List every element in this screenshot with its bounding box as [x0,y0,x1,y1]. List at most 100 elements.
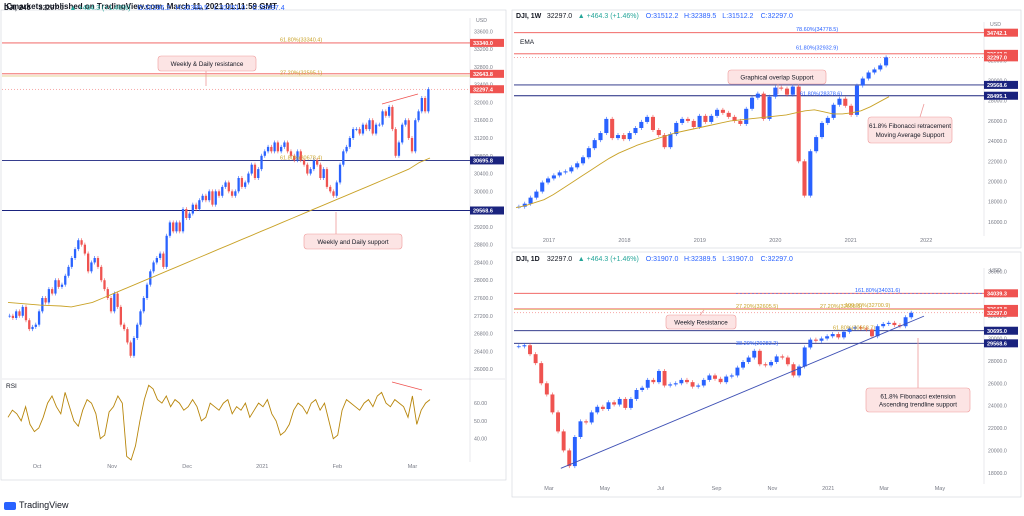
top-right-y-tick-5: 22000.0 [988,159,1007,165]
left-candle-5 [24,306,28,321]
left-y-tick-15: 27600.0 [474,296,493,302]
top-right-candle-10 [575,163,580,168]
left-candle-104 [348,138,351,147]
left-candle-3 [18,311,21,316]
bottom-right-y-tick-0: 36000.0 [988,269,1007,275]
left-candle-17 [64,275,67,285]
top-right-header-part-3: O:31512.2 [646,13,679,20]
left-candle-88 [296,151,299,161]
left-x-tick-0: Oct [33,464,42,470]
left-price-label-0: 33340.0 [473,41,493,47]
left-candle-6 [28,320,31,330]
br-fib-label-4: 61.80%(30663.7) [833,326,875,332]
top-right-candle-38 [738,120,743,124]
top-right-candle-40 [749,97,755,109]
bottom-right-candle-4 [539,363,544,384]
br-fib-label-5: 38.20%(29283.2) [736,341,778,347]
bottom-right-candle-23 [645,379,650,388]
left-candle-23 [83,244,87,254]
top-right-candle-27 [674,122,679,135]
bottom-right-price-tag-4 [984,339,1018,348]
top-right-price-tag-4 [984,91,1018,100]
left-candle-123 [410,138,414,152]
top-right-candle-54 [831,104,836,118]
bottom-right-candle-45 [769,362,774,366]
left-candle-56 [191,204,194,214]
left-candle-25 [90,262,93,272]
bottom-right-candle-63 [869,329,874,337]
bottom-right-candle-36 [718,378,723,383]
br-callout-trend-text-0: 61.8% Fibonacci extension [880,394,956,401]
top-right-candle-4 [540,182,545,192]
bottom-right-candle-51 [802,347,807,367]
bottom-right-candle-43 [757,350,762,365]
bottom-right-candle-55 [825,336,830,339]
br-fib-label-1: 27.20%(32605.5) [736,304,778,310]
bottom-right-candle-13 [589,412,594,423]
top-right-candle-35 [720,109,725,113]
top-right-x-tick-3: 2020 [769,238,781,244]
left-candle-92 [309,169,312,174]
bottom-right-x-tick-4: Nov [767,486,777,492]
left-candle-55 [188,213,191,218]
top-right-x-tick-4: 2021 [845,238,857,244]
bottom-right-candle-41 [746,357,751,363]
bottom-right-candle-9 [567,450,572,467]
bottom-right-y-tick-6: 24000.0 [988,404,1007,410]
top-right-candle-45 [779,87,784,89]
top-right-candle-49 [802,161,807,196]
left-candle-119 [397,142,401,156]
left-candle-107 [358,129,361,134]
top-right-candle-22 [645,116,650,122]
bottom-right-candle-67 [892,322,897,326]
top-right-candle-16 [610,118,615,139]
top-right-candle-53 [825,117,830,123]
bottom-right-candle-26 [662,370,667,386]
left-candle-128 [427,89,430,112]
left-candle-31 [109,298,113,312]
bottom-right-y-tick-4: 28000.0 [988,359,1007,365]
tradingview-brand-text: TradingView [19,500,69,510]
left-candle-85 [286,142,289,152]
top-right-y-tick-7: 18000.0 [988,200,1007,206]
top-right-moving-average-line [515,96,890,209]
top-right-candle-13 [592,140,597,149]
left-price-label-1: 32643.8 [473,72,493,78]
left-y-tick-8: 30400.0 [474,172,493,178]
top-right-candle-20 [633,127,638,134]
tr-fib-label-1: 61.80%(32932.9) [796,45,838,51]
top-right-y-tick-3: 26000.0 [988,119,1007,125]
bottom-right-header-part-4: H:32389.5 [684,256,716,263]
left-candle-126 [420,98,423,112]
left-candle-95 [319,164,322,178]
bottom-right-candle-38 [729,375,734,377]
left-candle-68 [230,191,234,196]
bottom-right-candle-46 [774,356,779,363]
left-candle-65 [221,186,224,196]
left-candle-48 [165,235,168,267]
top-right-x-tick-2: 2019 [694,238,706,244]
left-candle-34 [119,306,123,325]
left-candle-50 [172,222,175,232]
top-right-candle-6 [551,175,556,179]
rsi-y-tick-0: 60.00 [474,401,487,407]
left-candle-90 [302,160,306,165]
left-candle-38 [132,338,136,356]
left-candle-53 [181,209,185,232]
top-right-candle-8 [563,171,568,173]
top-right-candle-41 [755,93,760,98]
bottom-right-candle-8 [561,431,566,451]
left-candle-73 [247,173,250,183]
left-price-label-4: 29568.6 [473,209,493,215]
bottom-right-candle-53 [813,339,818,341]
left-y-tick-6: 31200.0 [474,136,493,142]
left-candle-52 [178,222,181,232]
top-right-price-tag-0 [984,28,1018,37]
left-candle-60 [204,195,208,201]
left-candle-120 [401,124,404,143]
bottom-right-candle-58 [841,331,846,338]
top-right-candle-48 [796,86,801,162]
left-candle-21 [77,240,80,250]
top-right-candle-29 [685,118,690,121]
left-candle-105 [351,129,355,138]
